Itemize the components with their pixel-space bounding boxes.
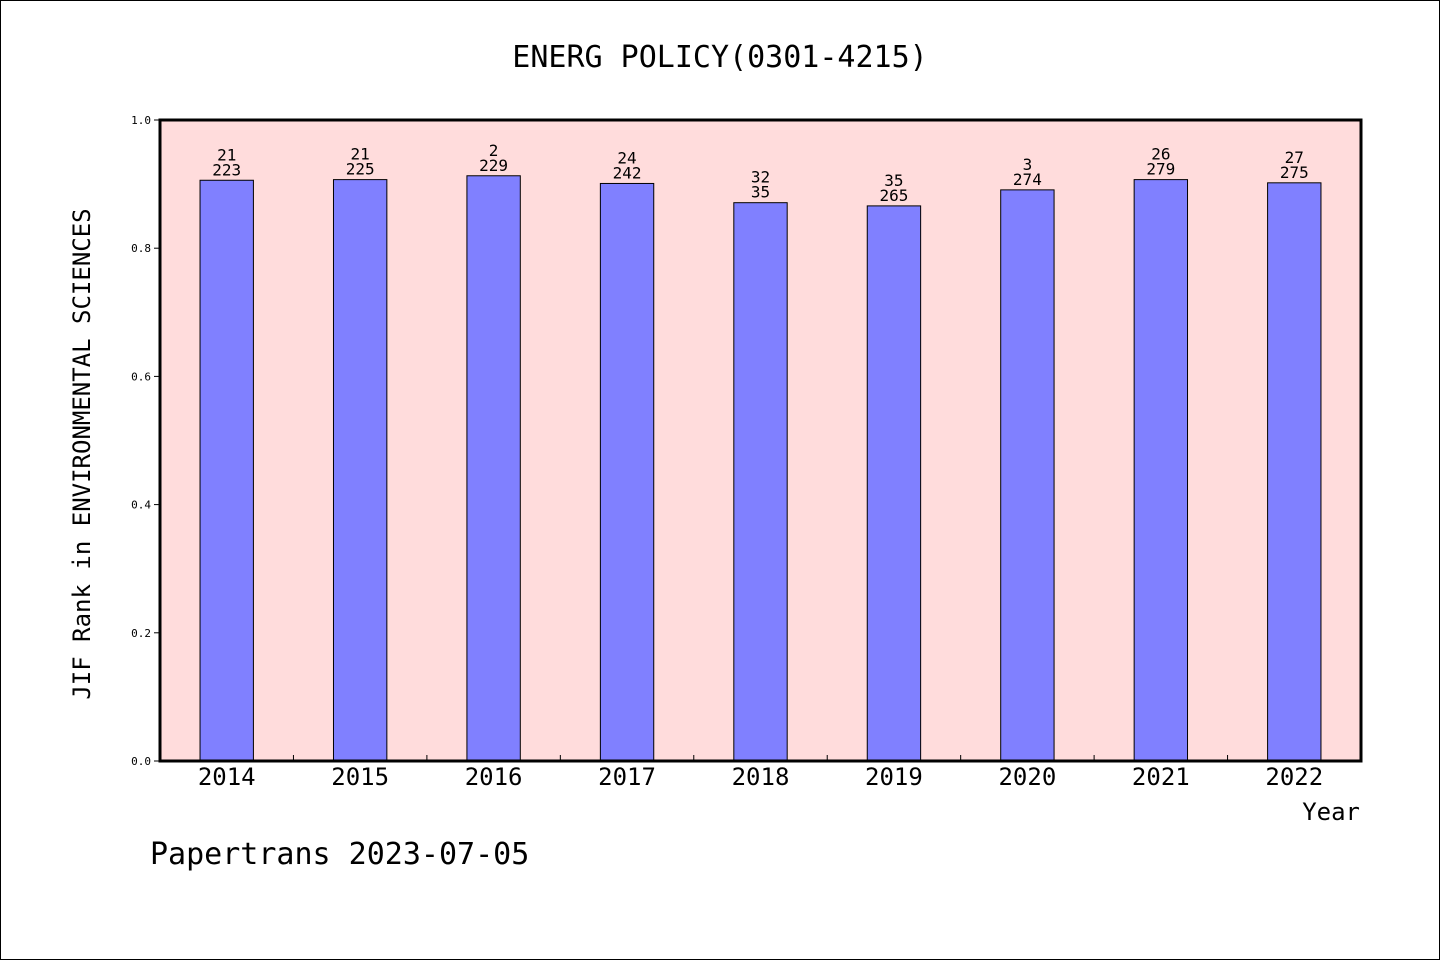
data-label-rank: 32 [751,168,770,187]
data-label-total: 265 [879,186,908,205]
data-label-total: 225 [346,160,375,179]
y-tick-label: 0.2 [131,627,151,640]
x-tick-label: 2014 [198,763,256,791]
data-label-rank: 27 [1285,148,1304,167]
data-label-total: 35 [751,183,770,202]
data-label-total: 229 [479,156,508,175]
y-tick-label: 0.8 [131,242,151,255]
y-tick-label: 0.0 [131,755,151,768]
plot-border [158,118,1363,763]
data-label-total: 279 [1146,160,1175,179]
bar [866,205,922,762]
bars-group [199,175,1322,762]
bar [1000,189,1055,762]
x-tick-label: 2016 [465,763,523,791]
x-tick-label: 2017 [598,763,656,791]
x-axis-label: Year [1302,798,1360,826]
data-label-rank: 35 [884,171,903,190]
data-label-rank: 2 [489,141,499,160]
data-label-rank: 21 [217,145,236,164]
data-label-total: 274 [1013,170,1042,189]
bar [1133,179,1189,762]
y-axis-label: JIF Rank in ENVIRONMENTAL SCIENCES [68,208,96,699]
data-label-total: 223 [212,160,241,179]
x-tick-label: 2022 [1265,763,1323,791]
x-tick-label: 2021 [1132,763,1190,791]
chart-title: ENERG POLICY(0301-4215) [512,40,927,75]
x-tick-label: 2020 [998,763,1056,791]
bar [599,182,655,762]
data-label-rank: 26 [1151,145,1170,164]
data-label-total: 275 [1280,163,1309,182]
x-tick-label: 2018 [732,763,790,791]
x-ticks-group: 2014 2015 2016 2017 2018 2019 2020 2021 2022 [198,755,1323,791]
y-tick-label: 0.4 [131,499,151,512]
data-label-rank: 21 [351,145,370,164]
y-ticks-group: 0.0 0.2 0.4 0.6 0.8 1.0 [131,114,160,768]
footer-text: Papertrans 2023-07-05 [150,837,529,872]
bar [332,179,388,762]
bar [199,179,254,762]
data-label-rank: 3 [1023,155,1033,174]
bar [1267,182,1322,762]
x-tick-label: 2015 [331,763,389,791]
data-label-total: 242 [613,163,642,182]
y-tick-label: 0.6 [131,370,151,383]
y-tick-label: 1.0 [131,114,151,127]
x-tick-label: 2019 [865,763,923,791]
data-label-rank: 24 [617,148,636,167]
bar [466,175,521,762]
bar [733,202,788,762]
